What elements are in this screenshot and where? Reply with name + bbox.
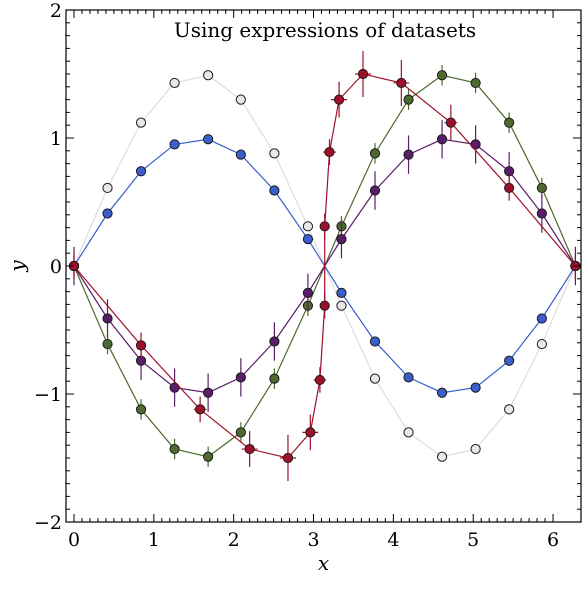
data-point — [505, 183, 514, 192]
data-point — [136, 167, 145, 176]
data-point — [283, 453, 292, 462]
data-point — [437, 452, 446, 461]
data-point — [196, 405, 205, 414]
data-point — [446, 118, 455, 127]
data-point — [270, 186, 279, 195]
data-point — [337, 301, 346, 310]
data-point — [505, 118, 514, 127]
data-point — [537, 314, 546, 323]
y-tick-label: 0 — [50, 256, 62, 278]
x-tick-label: 3 — [307, 529, 319, 551]
data-point — [505, 405, 514, 414]
data-point — [370, 149, 379, 158]
data-point — [303, 235, 312, 244]
data-point — [103, 339, 112, 348]
data-point — [270, 149, 279, 158]
data-point — [370, 186, 379, 195]
data-point — [170, 78, 179, 87]
y-tick-label: 1 — [50, 128, 62, 150]
data-point — [270, 374, 279, 383]
data-point — [471, 383, 480, 392]
x-tick-label: 1 — [148, 529, 160, 551]
data-point — [204, 452, 213, 461]
data-point — [337, 288, 346, 297]
x-tick-label: 0 — [68, 529, 80, 551]
data-point — [437, 388, 446, 397]
y-tick-label: 2 — [50, 0, 62, 22]
data-point — [537, 183, 546, 192]
data-point — [204, 71, 213, 80]
data-point — [471, 78, 480, 87]
data-point — [370, 337, 379, 346]
data-point — [103, 209, 112, 218]
data-point — [136, 341, 145, 350]
data-point — [303, 222, 312, 231]
data-point — [320, 301, 329, 310]
data-point — [136, 118, 145, 127]
y-axis-label: y — [5, 260, 29, 273]
data-point — [170, 444, 179, 453]
y-tick-label: −2 — [34, 512, 62, 534]
data-point — [270, 337, 279, 346]
data-point — [437, 71, 446, 80]
data-point — [136, 405, 145, 414]
x-tick-label: 2 — [228, 529, 240, 551]
data-point — [236, 150, 245, 159]
data-point — [404, 95, 413, 104]
data-point — [303, 288, 312, 297]
chart-title: Using expressions of datasets — [174, 18, 476, 42]
data-point — [245, 444, 254, 453]
data-point — [437, 135, 446, 144]
data-point — [204, 388, 213, 397]
data-point — [204, 135, 213, 144]
data-point — [537, 339, 546, 348]
x-tick-label: 4 — [387, 529, 399, 551]
data-point — [370, 374, 379, 383]
data-point — [471, 444, 480, 453]
data-point — [404, 428, 413, 437]
data-point — [397, 78, 406, 87]
data-point — [404, 373, 413, 382]
data-point — [315, 375, 324, 384]
x-axis-label: x — [318, 551, 329, 575]
data-point — [236, 95, 245, 104]
data-point — [170, 140, 179, 149]
data-point — [404, 150, 413, 159]
x-tick-label: 6 — [547, 529, 559, 551]
data-point — [320, 222, 329, 231]
x-tick-label: 5 — [467, 529, 479, 551]
data-point — [325, 147, 334, 156]
data-point — [103, 183, 112, 192]
data-point — [236, 373, 245, 382]
data-point — [537, 209, 546, 218]
y-tick-label: −1 — [34, 384, 62, 406]
data-point — [334, 95, 343, 104]
data-point — [505, 356, 514, 365]
data-point — [337, 235, 346, 244]
data-point — [306, 428, 315, 437]
data-point — [505, 167, 514, 176]
data-point — [358, 69, 367, 78]
data-point — [103, 314, 112, 323]
data-point — [236, 428, 245, 437]
